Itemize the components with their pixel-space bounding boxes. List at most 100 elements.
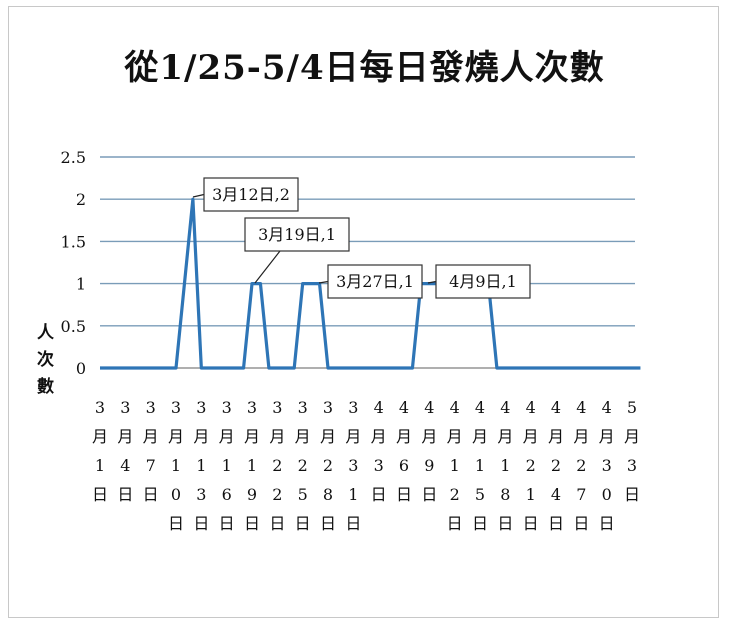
x-tick-label: 1	[450, 456, 460, 475]
x-tick-label: 月	[92, 427, 108, 446]
annotation-pointer	[192, 193, 205, 198]
annotation-pointer	[427, 280, 437, 284]
x-tick-label: 月	[269, 427, 285, 446]
y-axis-label: 人次數	[33, 323, 53, 404]
x-tick-label: 1	[475, 456, 485, 475]
x-tick-label: 3	[171, 398, 181, 417]
x-tick-label: 日	[193, 514, 209, 533]
x-tick-label: 3	[602, 456, 612, 475]
x-tick-label: 3	[95, 398, 105, 417]
x-tick-label: 月	[117, 427, 133, 446]
x-tick-label: 月	[472, 427, 488, 446]
x-tick-label: 4	[399, 398, 409, 417]
x-tick-label: 日	[320, 514, 336, 533]
x-tick-label: 月	[295, 427, 311, 446]
x-tick-label: 3	[247, 398, 257, 417]
x-tick-label: 日	[269, 514, 285, 533]
x-tick-label: 8	[500, 485, 510, 504]
y-tick-label: 0.5	[61, 317, 86, 336]
x-tick-label: 日	[345, 514, 361, 533]
x-tick-label: 4	[551, 398, 561, 417]
x-tick-label: 日	[421, 485, 437, 504]
x-tick-label: 2	[298, 456, 308, 475]
x-tick-label: 3	[348, 398, 358, 417]
x-tick-label: 4	[602, 398, 612, 417]
x-tick-label: 6	[222, 485, 232, 504]
annotation-label: 3月27日,1	[336, 272, 414, 291]
x-tick-label: 3	[298, 398, 308, 417]
x-tick-label: 0	[602, 485, 612, 504]
chart-title: 從1/25-5/4日每日發燒人次數	[124, 48, 605, 88]
x-tick-label: 1	[222, 456, 232, 475]
x-tick-label: 4	[374, 398, 384, 417]
y-tick-label: 2.5	[61, 148, 86, 167]
x-tick-label: 2	[526, 456, 536, 475]
y-tick-label: 1	[76, 275, 86, 294]
x-tick-label: 3	[374, 456, 384, 475]
x-tick-label: 2	[272, 456, 282, 475]
x-tick-label: 5	[627, 398, 637, 417]
x-tick-label: 月	[371, 427, 387, 446]
x-tick-label: 1	[171, 456, 181, 475]
x-tick-label: 2	[551, 456, 561, 475]
x-tick-label: 2	[323, 456, 333, 475]
x-tick-label: 4	[526, 398, 536, 417]
y-tick-label: 2	[76, 190, 86, 209]
x-tick-label: 0	[171, 485, 181, 504]
x-tick-label: 3	[196, 485, 206, 504]
x-tick-label: 4	[424, 398, 434, 417]
x-tick-label: 日	[168, 514, 184, 533]
x-tick-label: 3	[222, 398, 232, 417]
annotation-box	[435, 264, 531, 299]
annotation-pointer	[318, 280, 329, 284]
x-tick-label: 日	[117, 485, 133, 504]
x-tick-label: 2	[450, 485, 460, 504]
x-tick-label: 1	[348, 485, 358, 504]
x-tick-label: 月	[523, 427, 539, 446]
x-tick-label: 日	[497, 514, 513, 533]
y-tick-label: 0	[76, 359, 86, 378]
x-tick-label: 4	[576, 398, 586, 417]
x-tick-label: 月	[168, 427, 184, 446]
x-tick-label: 日	[244, 514, 260, 533]
x-tick-label: 月	[599, 427, 615, 446]
x-tick-label: 9	[424, 456, 434, 475]
x-tick-label: 7	[576, 485, 586, 504]
chart-frame	[8, 6, 719, 618]
x-tick-label: 1	[247, 456, 257, 475]
x-tick-label: 5	[298, 485, 308, 504]
x-tick-label: 日	[371, 485, 387, 504]
x-tick-label: 月	[548, 427, 564, 446]
x-tick-label: 日	[523, 514, 539, 533]
x-tick-label: 2	[576, 456, 586, 475]
x-tick-label: 月	[396, 427, 412, 446]
x-tick-label: 月	[624, 427, 640, 446]
x-tick-label: 3	[196, 398, 206, 417]
x-tick-label: 月	[219, 427, 235, 446]
x-tick-label: 日	[447, 514, 463, 533]
x-tick-label: 5	[475, 485, 485, 504]
series-line	[100, 197, 641, 370]
x-tick-label: 月	[143, 427, 159, 446]
x-tick-label: 1	[196, 456, 206, 475]
x-tick-label: 月	[244, 427, 260, 446]
x-tick-label: 3	[120, 398, 130, 417]
x-tick-label: 3	[323, 398, 333, 417]
x-tick-label: 日	[599, 514, 615, 533]
annotation-box	[203, 177, 299, 212]
annotation-box	[327, 264, 423, 299]
x-tick-label: 月	[345, 427, 361, 446]
x-tick-label: 月	[447, 427, 463, 446]
x-tick-label: 1	[95, 456, 105, 475]
x-tick-label: 月	[421, 427, 437, 446]
annotation-box	[244, 217, 350, 252]
annotation-pointer	[254, 250, 281, 284]
x-tick-label: 日	[295, 514, 311, 533]
y-tick-label: 1.5	[61, 232, 86, 251]
x-tick-label: 日	[143, 485, 159, 504]
x-tick-label: 月	[497, 427, 513, 446]
x-tick-label: 9	[247, 485, 257, 504]
x-tick-label: 4	[450, 398, 460, 417]
x-tick-label: 4	[120, 456, 130, 475]
x-tick-label: 3	[348, 456, 358, 475]
